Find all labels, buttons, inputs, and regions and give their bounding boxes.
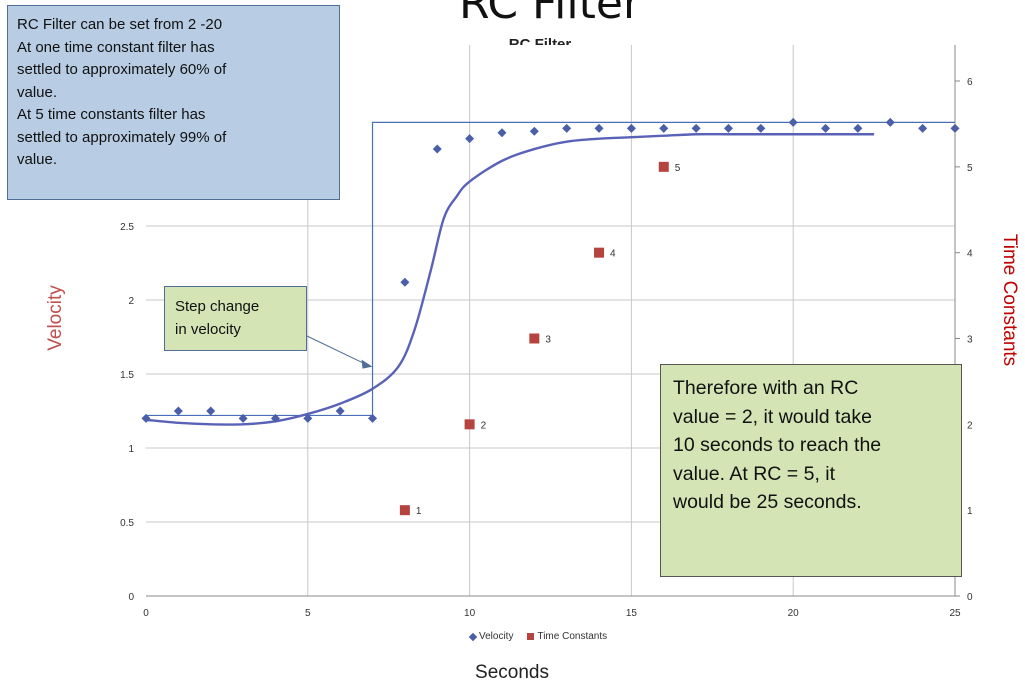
velocity-point <box>465 134 475 144</box>
velocity-point <box>529 126 539 136</box>
x-tick-label: 5 <box>305 608 311 619</box>
info-line: value. <box>17 83 58 101</box>
conclusion-line: value = 2, it would take <box>673 405 872 428</box>
step-line: in velocity <box>175 321 241 338</box>
velocity-point <box>432 144 442 154</box>
diamond-marker-icon <box>468 632 478 641</box>
velocity-point <box>238 413 248 423</box>
velocity-point <box>918 123 928 133</box>
velocity-point <box>594 123 604 133</box>
conclusion-line: would be 25 seconds. <box>673 491 862 513</box>
velocity-point <box>270 413 280 423</box>
y2-tick-label: 5 <box>967 163 973 174</box>
conclusion-callout: Therefore with an RC value = 2, it would… <box>660 364 962 577</box>
slide-title: RC Filter <box>458 0 642 29</box>
info-line: settled to approximately 99% of <box>17 128 227 146</box>
velocity-point <box>626 123 636 133</box>
velocity-point <box>821 123 831 133</box>
info-callout: RC Filter can be set from 2 -20 At one t… <box>7 5 340 200</box>
info-line: settled to approximately 60% of <box>17 61 227 78</box>
legend-item-time-constants: Time Constants <box>527 631 607 642</box>
time-constant-point <box>399 505 410 516</box>
x-tick-label: 25 <box>949 608 961 619</box>
legend-label-time-constants: Time Constants <box>537 631 608 642</box>
conclusion-line: Therefore with an RC <box>673 377 859 399</box>
velocity-point <box>562 123 572 133</box>
y2-tick-label: 6 <box>967 77 973 88</box>
x-axis-title: Seconds <box>475 662 549 683</box>
y2-tick-label: 0 <box>967 592 973 603</box>
velocity-point <box>400 277 410 287</box>
conclusion-line: value. At RC = 5, it <box>673 462 836 485</box>
time-constant-label: 5 <box>675 163 681 174</box>
y2-tick-label: 4 <box>967 249 973 260</box>
velocity-point <box>723 123 733 133</box>
step-input-line <box>146 121 955 417</box>
time-constant-point <box>594 247 605 258</box>
legend-label-velocity: Velocity <box>479 631 514 642</box>
y-tick-label: 0.5 <box>120 518 134 529</box>
velocity-point <box>756 123 766 133</box>
time-constant-label: 1 <box>416 506 422 517</box>
time-constant-point <box>464 419 475 430</box>
y-tick-label: 2 <box>128 296 134 307</box>
velocity-point <box>303 413 313 423</box>
x-tick-label: 15 <box>626 608 638 619</box>
step-change-callout: Step change in velocity <box>164 286 307 351</box>
y2-axis-title: Time Constants <box>999 233 1020 367</box>
y-tick-label: 0 <box>128 592 134 603</box>
y2-tick-label: 2 <box>967 420 973 431</box>
y2-tick-label: 3 <box>967 335 973 346</box>
y-tick-label: 1.5 <box>120 370 134 381</box>
y-tick-label: 2.5 <box>120 222 134 233</box>
velocity-point <box>173 406 183 416</box>
time-constant-label: 3 <box>545 335 551 346</box>
velocity-point <box>206 406 216 416</box>
info-line: At 5 time constants filter has <box>17 106 206 123</box>
x-tick-label: 20 <box>788 608 800 619</box>
time-constant-label: 4 <box>610 249 616 260</box>
conclusion-line: 10 seconds to reach the <box>673 434 882 456</box>
info-line: At one time constant filter has <box>17 38 215 56</box>
velocity-point <box>691 123 701 133</box>
velocity-point <box>368 413 378 423</box>
info-line: value. <box>17 151 58 168</box>
x-tick-label: 0 <box>143 608 149 619</box>
velocity-point <box>788 117 798 127</box>
velocity-point <box>950 123 960 133</box>
x-tick-label: 10 <box>464 608 476 619</box>
velocity-point <box>885 117 895 127</box>
y2-tick-label: 1 <box>967 506 973 517</box>
velocity-point <box>335 406 345 416</box>
velocity-point <box>659 123 669 133</box>
time-constant-point <box>529 333 540 344</box>
filtered-velocity-curve <box>145 132 875 426</box>
legend-item-velocity: Velocity <box>468 631 514 642</box>
legend: Velocity Time Constants <box>468 631 607 642</box>
step-line: Step change <box>175 298 260 315</box>
callout-arrowhead <box>361 359 373 369</box>
y-tick-label: 1 <box>128 444 134 455</box>
velocity-point <box>497 128 507 138</box>
info-line: RC Filter can be set from 2 -20 <box>17 16 223 33</box>
square-marker-icon <box>527 633 535 640</box>
velocity-point <box>141 413 151 423</box>
y-axis-title: Velocity <box>45 285 66 351</box>
time-constant-label: 2 <box>481 420 487 431</box>
callout-pointer-line <box>306 335 369 367</box>
time-constant-point <box>658 161 669 172</box>
velocity-point <box>853 123 863 133</box>
